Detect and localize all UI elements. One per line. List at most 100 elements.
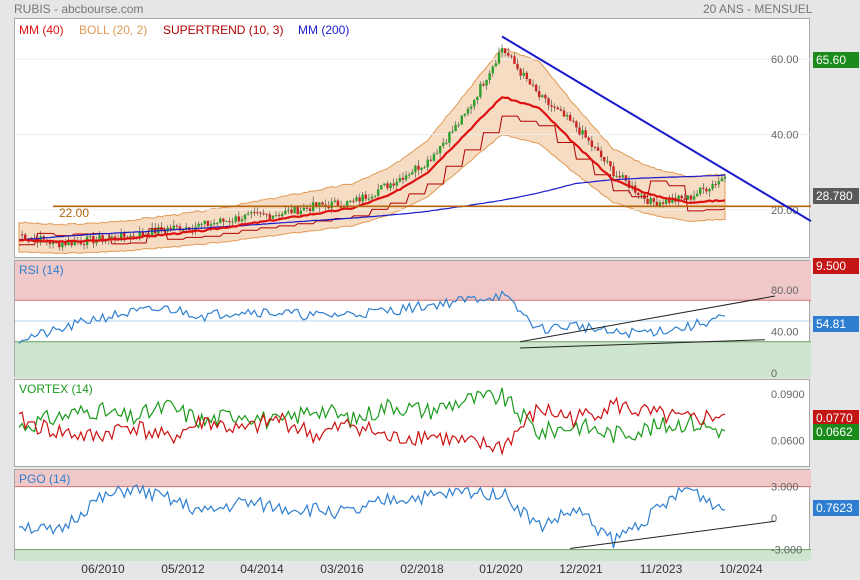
price-y-tick: 40.00 bbox=[771, 129, 799, 141]
candle-body bbox=[281, 213, 284, 217]
candle-body bbox=[138, 231, 141, 239]
legend-mm40: MM (40) bbox=[19, 23, 64, 37]
badge-high: 65.60 bbox=[813, 52, 859, 68]
badge-rsi: 54.81 bbox=[813, 316, 859, 332]
candle-body bbox=[231, 221, 234, 223]
pgo-y-tick: 3.000 bbox=[771, 482, 799, 494]
candle-body bbox=[556, 107, 559, 110]
candle-body bbox=[559, 109, 563, 111]
candle-body bbox=[101, 235, 104, 242]
candle-body bbox=[333, 200, 337, 202]
candle-body bbox=[689, 195, 693, 200]
support-label: 22.00 bbox=[59, 206, 90, 220]
candle-body bbox=[445, 142, 448, 144]
rsi-panel[interactable]: 80.00 40.00 0 RSI (14) bbox=[14, 260, 811, 380]
pgo-panel[interactable]: 3.000 0 -3.000 PGO (14) bbox=[14, 469, 811, 561]
candle-body bbox=[640, 194, 643, 196]
badge-pgo: 0.7623 bbox=[813, 500, 859, 516]
candle-body bbox=[293, 206, 296, 214]
candle-body bbox=[581, 130, 584, 135]
candle-body bbox=[181, 229, 185, 231]
candle-body bbox=[58, 242, 61, 248]
candle-body bbox=[553, 106, 556, 108]
candle-body bbox=[61, 243, 64, 248]
candle-body bbox=[621, 175, 625, 178]
candle-body bbox=[203, 220, 206, 224]
rsi-y-tick: 0 bbox=[771, 368, 777, 380]
candle-body bbox=[175, 225, 179, 227]
candle-body bbox=[494, 63, 498, 67]
x-tick-label: 12/2021 bbox=[559, 562, 603, 576]
candle-body bbox=[482, 83, 485, 86]
candle-body bbox=[373, 195, 377, 197]
candle-body bbox=[271, 215, 275, 219]
candle-body bbox=[64, 243, 67, 246]
candle-body bbox=[262, 213, 265, 215]
candle-body bbox=[417, 165, 420, 170]
candle-body bbox=[401, 177, 405, 180]
candle-body bbox=[596, 147, 600, 151]
candle-body bbox=[228, 221, 231, 223]
candle-body bbox=[652, 198, 655, 202]
candle-body bbox=[609, 161, 612, 167]
candle-body bbox=[389, 183, 392, 189]
candle-body bbox=[253, 212, 256, 214]
pgo-line bbox=[18, 484, 726, 549]
candle-body bbox=[386, 183, 389, 189]
candle-body bbox=[519, 68, 522, 76]
candle-body bbox=[246, 213, 250, 215]
candle-body bbox=[215, 222, 219, 224]
candle-body bbox=[82, 244, 86, 246]
vortex-y-tick: 0.0900 bbox=[771, 389, 805, 401]
candle-body bbox=[150, 227, 154, 237]
legend-vortex: VORTEX (14) bbox=[19, 382, 93, 396]
candle-body bbox=[414, 165, 417, 173]
candle-body bbox=[172, 225, 176, 230]
candle-body bbox=[383, 183, 386, 186]
candle-body bbox=[547, 98, 550, 106]
candle-body bbox=[240, 219, 244, 222]
candle-body bbox=[680, 195, 683, 199]
candle-body bbox=[259, 212, 262, 214]
candle-body bbox=[438, 145, 442, 154]
pgo-lower-zone bbox=[15, 549, 811, 561]
candle-body bbox=[287, 209, 290, 211]
candle-body bbox=[141, 231, 145, 235]
vortex-panel[interactable]: 0.0900 0.0600 VORTEX (14) bbox=[14, 379, 810, 467]
candle-body bbox=[234, 216, 237, 222]
candle-body bbox=[256, 212, 259, 214]
candle-body bbox=[346, 201, 349, 207]
legend-rsi: RSI (14) bbox=[19, 263, 64, 277]
candle-body bbox=[531, 84, 535, 86]
x-tick-label: 11/2023 bbox=[639, 562, 683, 576]
candle-body bbox=[296, 206, 299, 215]
candle-body bbox=[243, 214, 247, 220]
x-tick-label: 02/2018 bbox=[400, 562, 444, 576]
candle-body bbox=[723, 176, 727, 179]
candle-body bbox=[699, 187, 702, 194]
vortex-positive-line bbox=[18, 387, 726, 444]
overbought-zone bbox=[15, 261, 811, 301]
mm40-line bbox=[18, 96, 726, 244]
candle-body bbox=[222, 218, 225, 222]
candle-body bbox=[572, 120, 575, 122]
candle-body bbox=[361, 194, 364, 202]
candle-body bbox=[67, 240, 70, 246]
price-panel[interactable]: 60.00 40.00 20.00 MM (40) BOLL (20, 2) SUP… bbox=[14, 18, 812, 258]
candle-body bbox=[132, 235, 135, 238]
price-y-tick: 20.00 bbox=[771, 205, 799, 217]
candle-body bbox=[212, 223, 216, 225]
candle-body bbox=[522, 72, 525, 76]
candle-body bbox=[268, 214, 272, 219]
candle-body bbox=[423, 167, 426, 169]
candle-body bbox=[671, 197, 674, 203]
candle-body bbox=[661, 202, 665, 204]
candle-body bbox=[392, 183, 395, 186]
pgo-upper-zone bbox=[15, 470, 811, 487]
candle-body bbox=[398, 177, 402, 182]
candle-body bbox=[541, 95, 544, 98]
candle-body bbox=[318, 202, 321, 207]
candle-body bbox=[315, 202, 318, 207]
candle-body bbox=[593, 146, 597, 148]
candle-body bbox=[587, 137, 590, 141]
